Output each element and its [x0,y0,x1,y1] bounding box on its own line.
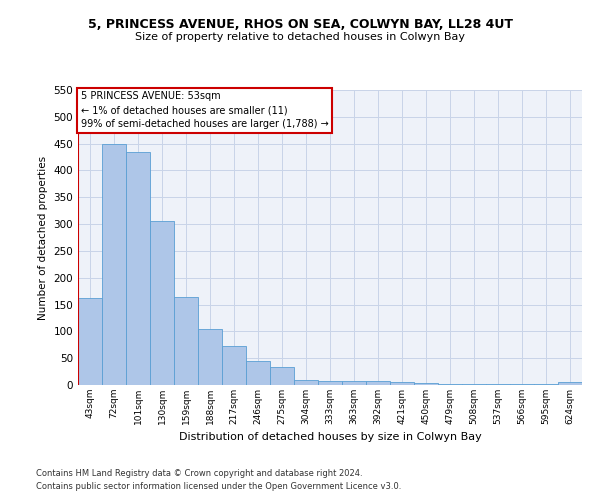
Bar [78,298,102,385]
Bar [462,384,486,385]
Bar [558,382,582,385]
Bar [150,222,174,385]
Bar [102,144,126,385]
Text: Contains HM Land Registry data © Crown copyright and database right 2024.: Contains HM Land Registry data © Crown c… [36,468,362,477]
Text: Size of property relative to detached houses in Colwyn Bay: Size of property relative to detached ho… [135,32,465,42]
Bar [438,384,462,385]
X-axis label: Distribution of detached houses by size in Colwyn Bay: Distribution of detached houses by size … [179,432,481,442]
Bar [270,368,294,385]
Bar [126,152,150,385]
Bar [414,384,438,385]
Bar [486,384,510,385]
Bar [198,328,222,385]
Bar [294,380,318,385]
Bar [510,384,534,385]
Text: Contains public sector information licensed under the Open Government Licence v3: Contains public sector information licen… [36,482,401,491]
Bar [246,362,270,385]
Bar [174,296,198,385]
Bar [366,380,390,385]
Text: 5 PRINCESS AVENUE: 53sqm
← 1% of detached houses are smaller (11)
99% of semi-de: 5 PRINCESS AVENUE: 53sqm ← 1% of detache… [80,92,328,130]
Bar [222,346,246,385]
Bar [534,384,558,385]
Bar [390,382,414,385]
Text: 5, PRINCESS AVENUE, RHOS ON SEA, COLWYN BAY, LL28 4UT: 5, PRINCESS AVENUE, RHOS ON SEA, COLWYN … [88,18,512,30]
Bar [318,380,342,385]
Bar [342,380,366,385]
Y-axis label: Number of detached properties: Number of detached properties [38,156,48,320]
